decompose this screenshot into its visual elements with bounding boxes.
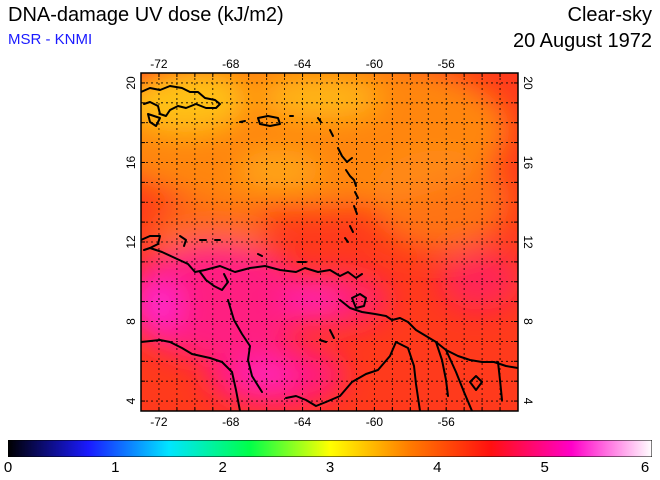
lon-tick-label: -64 [294, 415, 312, 429]
graticule [141, 73, 518, 411]
lon-tick-label: -56 [438, 57, 456, 71]
lon-tick-label: -64 [294, 57, 312, 71]
lon-tick-label: -68 [222, 415, 240, 429]
lat-tick-label: 4 [124, 397, 138, 404]
uv-dose-field [141, 73, 518, 411]
lat-labels-right: 4 8 12 16 20 [521, 76, 535, 404]
lon-tick-label: -60 [366, 415, 384, 429]
colorbar-tick-label: 0 [3, 459, 13, 476]
lon-tick-label: -60 [366, 57, 384, 71]
lon-tick-label: -72 [150, 415, 168, 429]
lat-tick-label: 12 [124, 235, 138, 249]
colorbar-tick-label: 3 [325, 459, 335, 476]
lat-tick-label: 8 [521, 318, 535, 325]
colorbar-tick-label: 2 [218, 459, 227, 476]
lat-tick-label: 16 [521, 156, 535, 170]
lat-tick-label: 8 [124, 318, 138, 325]
lon-tick-label: -56 [438, 415, 456, 429]
lat-tick-label: 20 [124, 76, 138, 90]
colorbar-tick-label: 6 [640, 459, 650, 476]
colorbar [8, 440, 652, 457]
colorbar-tick-label: 1 [111, 459, 120, 476]
lat-tick-label: 12 [521, 235, 535, 249]
lon-labels-bottom: -72 -68 -64 -60 -56 [150, 415, 455, 429]
lon-tick-label: -68 [222, 57, 240, 71]
credit-label: MSR - KNMI [8, 31, 93, 48]
lat-tick-label: 16 [124, 155, 138, 169]
lat-tick-label: 4 [521, 398, 535, 405]
lon-labels-top: -72 -68 -64 -60 -56 [150, 57, 455, 71]
sky-condition-label: Clear-sky [567, 4, 652, 26]
lat-tick-label: 20 [521, 76, 535, 90]
map-title: DNA-damage UV dose (kJ/m2) [8, 4, 284, 26]
axis-ticks [141, 73, 518, 411]
date-label: 20 August 1972 [512, 30, 652, 52]
lat-labels-left: 4 8 12 16 20 [124, 76, 138, 404]
coastlines [141, 85, 518, 411]
uv-dose-map: -72 -68 -64 -60 -56 -72 -68 -64 -60 -56 4 8 12 16 20… [124, 57, 535, 429]
colorbar-tick-label: 4 [433, 459, 442, 476]
lon-tick-label: -72 [150, 57, 168, 71]
colorbar-tick-label: 5 [540, 459, 549, 476]
